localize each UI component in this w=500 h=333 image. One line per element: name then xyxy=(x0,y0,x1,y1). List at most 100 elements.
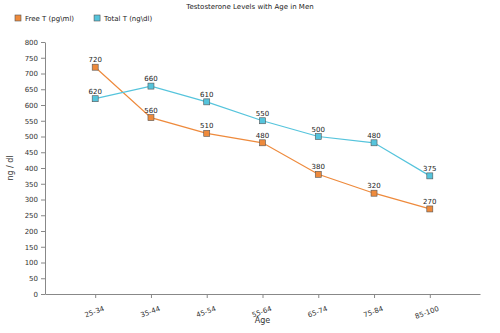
legend: Free T (pg\ml) Total T (ng\dl) xyxy=(15,15,152,23)
marker xyxy=(427,173,433,179)
y-axis-title: ng / dl xyxy=(6,155,15,180)
x-tick-label: 25-34 xyxy=(84,305,106,320)
x-tick-label: 75-84 xyxy=(362,305,384,320)
legend-swatch xyxy=(15,15,21,21)
marker xyxy=(204,99,210,105)
x-tick-mark xyxy=(374,294,375,298)
marker xyxy=(92,96,98,102)
x-tick: 45-54 xyxy=(195,294,217,319)
y-tick: 800 xyxy=(25,39,45,47)
y-tick-mark xyxy=(41,58,45,59)
marker xyxy=(148,83,154,89)
x-tick-mark xyxy=(263,294,264,298)
y-tick: 50 xyxy=(29,275,45,283)
legend-item: Total T (ng\dl) xyxy=(94,15,152,23)
marker xyxy=(371,190,377,196)
y-tick-mark xyxy=(41,42,45,43)
x-tick-label: 35-44 xyxy=(139,305,161,320)
y-tick: 300 xyxy=(25,196,45,204)
data-label: 320 xyxy=(367,182,380,190)
x-tick: 25-34 xyxy=(84,294,106,319)
data-label: 560 xyxy=(144,107,157,115)
y-tick-mark xyxy=(41,168,45,169)
y-axis: 0 50 100 150 200 250 300 350 400 450 500 550 600 650 7… xyxy=(25,39,46,299)
data-label: 270 xyxy=(423,198,436,206)
y-tick-mark xyxy=(41,74,45,75)
y-tick-label: 150 xyxy=(25,243,38,251)
y-tick: 450 xyxy=(25,149,45,157)
y-tick-label: 550 xyxy=(25,117,38,125)
marks xyxy=(92,64,433,212)
y-tick: 200 xyxy=(25,228,45,236)
data-label: 380 xyxy=(312,163,325,171)
y-tick-label: 250 xyxy=(25,212,38,220)
marker xyxy=(260,118,266,124)
x-tick: 65-74 xyxy=(307,294,329,319)
data-label: 660 xyxy=(144,75,157,83)
y-tick: 350 xyxy=(25,180,45,188)
x-tick-label: 45-54 xyxy=(195,305,217,320)
y-tick-label: 650 xyxy=(25,86,38,94)
x-tick: 75-84 xyxy=(362,294,384,319)
legend-label: Free T (pg\ml) xyxy=(25,15,74,23)
y-tick-mark xyxy=(41,231,45,232)
series-line xyxy=(95,67,430,209)
marker xyxy=(315,171,321,177)
plot-area: 0 50 100 150 200 250 300 350 400 450 500 550 600 650 7… xyxy=(25,39,481,321)
marker xyxy=(260,140,266,146)
y-tick: 700 xyxy=(25,70,45,78)
y-tick-mark xyxy=(41,278,45,279)
series-line xyxy=(95,86,430,176)
y-tick: 500 xyxy=(25,133,45,141)
title: Testosterone Levels with Age in Men xyxy=(185,3,313,11)
y-axis-line xyxy=(45,43,46,295)
data-label: 480 xyxy=(256,132,269,140)
y-tick-label: 0 xyxy=(34,291,38,299)
marker xyxy=(427,206,433,212)
y-tick: 250 xyxy=(25,212,45,220)
x-tick-mark xyxy=(318,294,319,298)
y-tick-mark xyxy=(41,263,45,264)
y-tick-mark xyxy=(41,152,45,153)
y-tick: 550 xyxy=(25,117,45,125)
y-tick-label: 100 xyxy=(25,259,38,267)
y-tick-label: 200 xyxy=(25,228,38,236)
x-tick-label: 65-74 xyxy=(307,305,329,320)
y-tick-label: 450 xyxy=(25,149,38,157)
data-label: 620 xyxy=(89,88,102,96)
x-tick: 35-44 xyxy=(139,294,161,319)
data-label: 550 xyxy=(256,110,269,118)
y-tick-label: 50 xyxy=(29,275,38,283)
x-tick-mark xyxy=(207,294,208,298)
y-tick-mark xyxy=(41,200,45,201)
y-tick-mark xyxy=(41,215,45,216)
y-tick: 150 xyxy=(25,243,45,251)
marker xyxy=(371,140,377,146)
y-tick: 400 xyxy=(25,165,45,173)
y-tick-mark xyxy=(41,247,45,248)
y-tick-label: 350 xyxy=(25,180,38,188)
legend-label: Total T (ng\dl) xyxy=(103,15,152,23)
y-tick-label: 800 xyxy=(25,39,38,47)
data-label: 500 xyxy=(312,126,325,134)
marker xyxy=(204,130,210,136)
marker xyxy=(148,115,154,121)
x-tick-mark xyxy=(95,294,96,298)
x-tick-mark xyxy=(430,294,431,298)
y-tick-mark xyxy=(41,121,45,122)
x-tick-label: 85-100 xyxy=(414,305,440,321)
x-tick: 85-100 xyxy=(414,294,440,321)
y-tick-label: 700 xyxy=(25,70,38,78)
data-label: 610 xyxy=(200,91,213,99)
y-tick-mark xyxy=(41,105,45,106)
data-label: 720 xyxy=(89,56,102,64)
y-tick-label: 750 xyxy=(25,54,38,62)
y-tick: 650 xyxy=(25,86,45,94)
y-tick-label: 400 xyxy=(25,165,38,173)
legend-swatch xyxy=(94,15,100,21)
y-tick: 600 xyxy=(25,102,45,110)
y-tick: 750 xyxy=(25,54,45,62)
marker xyxy=(315,134,321,140)
x-axis-title: Age xyxy=(255,316,271,325)
y-tick-label: 500 xyxy=(25,133,38,141)
